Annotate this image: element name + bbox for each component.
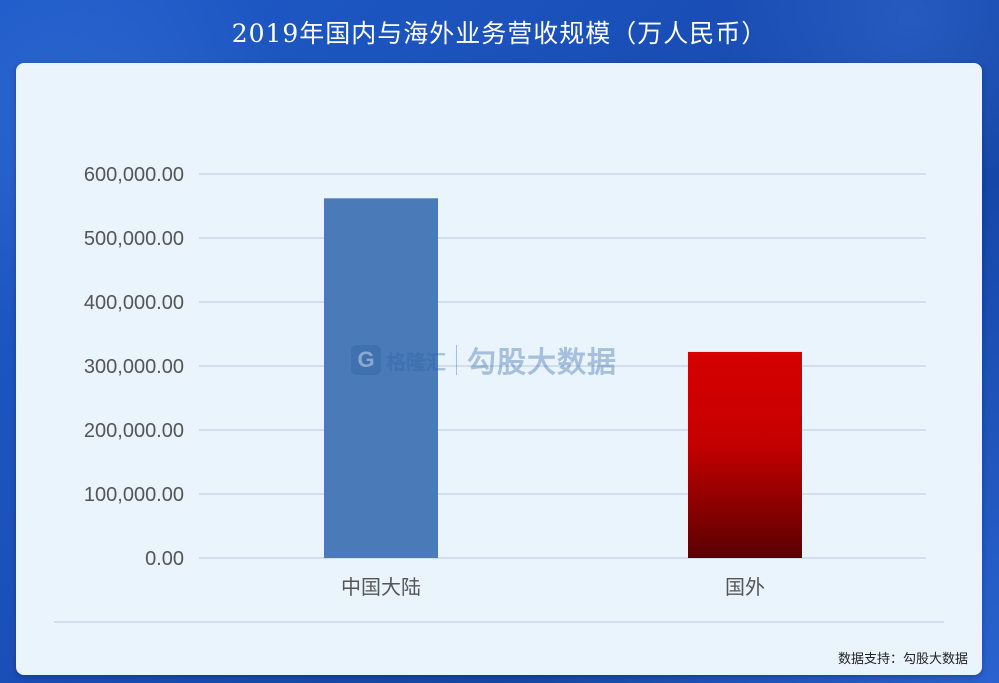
y-tick-label: 100,000.00 bbox=[84, 484, 184, 506]
x-axis-category-labels: 中国大陆 国外 bbox=[341, 575, 765, 599]
y-tick-label: 500,000.00 bbox=[84, 228, 184, 250]
bar-overseas bbox=[688, 351, 802, 558]
y-tick-label: 300,000.00 bbox=[84, 356, 184, 378]
y-axis-tick-labels: 0.00 100,000.00 200,000.00 300,000.00 400,00… bbox=[84, 164, 184, 570]
y-tick-label: 0.00 bbox=[145, 548, 184, 570]
source-note: 数据支持：勾股大数据 bbox=[837, 652, 968, 667]
bars bbox=[324, 198, 802, 558]
watermark-separator bbox=[456, 345, 457, 375]
bar-chart: 0.00 100,000.00 200,000.00 300,000.00 400,00… bbox=[54, 164, 944, 623]
bar-mainland-china bbox=[324, 198, 438, 558]
grid-lines bbox=[199, 173, 926, 559]
x-category-label: 国外 bbox=[725, 575, 765, 599]
y-tick-label: 200,000.00 bbox=[84, 420, 184, 442]
chart-title: 2019年国内与海外业务营收规模（万人民币） bbox=[231, 19, 768, 48]
y-tick-label: 600,000.00 bbox=[84, 164, 184, 186]
chart-card: 0.00 100,000.00 200,000.00 300,000.00 400,00… bbox=[16, 63, 982, 675]
y-tick-label: 400,000.00 bbox=[84, 292, 184, 314]
watermark-brand: 格隆汇 bbox=[386, 349, 446, 374]
watermark-text: 勾股大数据 bbox=[467, 345, 618, 379]
watermark: G 格隆汇 勾股大数据 bbox=[351, 340, 651, 380]
watermark-logo-icon: G bbox=[351, 345, 381, 375]
x-category-label: 中国大陆 bbox=[341, 575, 421, 599]
